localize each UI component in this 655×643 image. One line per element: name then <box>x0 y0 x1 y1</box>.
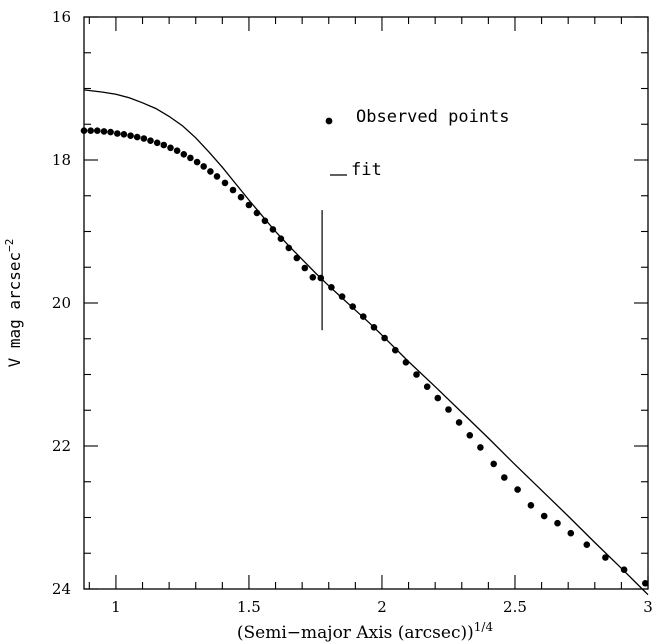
data-point <box>277 235 285 242</box>
data-point <box>207 168 214 175</box>
data-point <box>445 406 452 413</box>
data-point <box>309 274 317 281</box>
data-point <box>127 132 134 139</box>
data-point <box>349 303 357 310</box>
legend-label-fit: fit <box>351 160 382 180</box>
data-point <box>193 158 201 166</box>
tick-marks <box>84 16 649 590</box>
fit-line <box>83 89 649 596</box>
data-point <box>567 529 575 537</box>
y-tick-labels: 16 18 20 22 24 <box>52 8 71 598</box>
data-point <box>120 131 128 138</box>
data-point <box>80 127 88 134</box>
data-point <box>140 135 148 142</box>
data-point <box>423 383 431 391</box>
data-point <box>173 147 181 154</box>
data-point <box>153 139 161 147</box>
data-point <box>167 144 174 152</box>
data-point <box>642 580 649 587</box>
x-tick-label: 3 <box>643 598 653 616</box>
data-point <box>392 346 399 354</box>
data-point <box>237 193 245 201</box>
data-point <box>466 432 474 439</box>
data-point <box>261 217 269 225</box>
data-point <box>501 474 508 481</box>
x-axis-label: (Semi−major Axis (arcsec))1/4 <box>237 620 494 643</box>
x-tick-label: 1.5 <box>237 598 261 616</box>
x-tick-label: 2.5 <box>503 598 527 616</box>
data-point <box>180 151 188 158</box>
data-point <box>402 359 410 366</box>
data-point <box>583 541 591 548</box>
data-point <box>187 154 194 162</box>
data-point <box>213 173 221 180</box>
data-point <box>100 128 108 135</box>
data-point <box>87 127 94 134</box>
y-axis-label-main: V mag arcsec <box>5 252 24 368</box>
data-point <box>160 141 168 149</box>
legend: Observed points fit <box>325 107 510 180</box>
x-axis-label-exponent: 1/4 <box>474 620 494 634</box>
data-point <box>133 133 141 141</box>
data-point <box>338 293 346 300</box>
legend-dot-marker <box>325 117 333 125</box>
data-point <box>245 201 253 209</box>
data-point <box>540 512 548 520</box>
data-point <box>455 419 463 426</box>
x-tick-labels: 1 1.5 2 2.5 3 <box>111 598 653 616</box>
data-point <box>477 444 484 451</box>
y-axis-label: V mag arcsec−2 <box>3 239 24 368</box>
y-tick-label: 16 <box>52 8 71 26</box>
data-point <box>527 502 535 509</box>
series-layer <box>80 89 649 596</box>
data-point <box>434 394 442 402</box>
data-point <box>107 128 114 136</box>
plot-frame <box>83 16 649 590</box>
x-axis-label-main: (Semi−major Axis (arcsec)) <box>237 623 474 643</box>
data-point <box>554 519 561 527</box>
data-point <box>413 371 420 378</box>
data-point <box>301 264 309 272</box>
data-point <box>114 130 121 137</box>
data-point <box>602 554 609 561</box>
data-point <box>514 486 521 493</box>
data-point <box>229 186 237 194</box>
data-point <box>147 137 154 144</box>
x-tick-label: 2 <box>377 598 387 616</box>
y-axis-label-exponent: −2 <box>3 239 16 252</box>
data-point <box>490 460 498 468</box>
legend-label-observed: Observed points <box>356 107 510 127</box>
data-point <box>94 127 101 134</box>
y-tick-label: 20 <box>52 294 71 312</box>
data-point <box>285 244 293 252</box>
x-tick-label: 1 <box>111 598 121 616</box>
y-tick-label: 24 <box>52 580 71 598</box>
y-tick-label: 18 <box>52 151 71 169</box>
data-point <box>200 163 207 170</box>
y-tick-label: 22 <box>52 437 71 455</box>
data-point <box>221 179 229 187</box>
data-point <box>620 566 628 573</box>
